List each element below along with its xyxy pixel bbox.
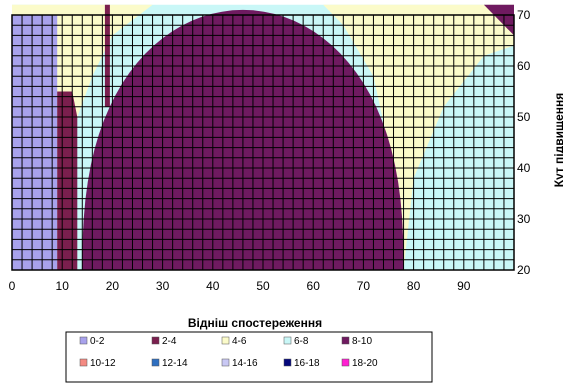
legend-swatch	[341, 336, 350, 345]
legend-swatch	[283, 336, 292, 345]
x-tick-label: 0	[9, 279, 16, 293]
y-tick-label: 60	[517, 59, 531, 73]
legend-swatch	[151, 358, 160, 367]
legend-label: 16-18	[294, 358, 320, 369]
legend-swatch	[79, 358, 88, 367]
y-tick-label: 40	[517, 161, 531, 175]
legend-box	[65, 331, 433, 383]
legend-swatch	[79, 336, 88, 345]
x-tick-label: 80	[407, 279, 421, 293]
y-axis-title: Кут підвищення	[552, 93, 563, 188]
x-tick-label: 90	[457, 279, 471, 293]
band-8-10-corner	[483, 4, 514, 36]
legend-label: 6-8	[294, 336, 309, 347]
legend-label: 14-16	[232, 358, 258, 369]
legend-label: 12-14	[162, 358, 188, 369]
legend-label: 18-20	[352, 358, 378, 369]
x-axis-ticks: 0 10 20 30 40 50 60 70 80 90	[9, 279, 471, 293]
legend: 0-2 2-4 4-6 6-8 8-10 10-12 12-14 14-16 16-18 18-2…	[65, 331, 433, 383]
y-tick-label: 70	[517, 8, 531, 22]
legend-swatch	[221, 358, 230, 367]
x-tick-label: 30	[156, 279, 170, 293]
band-0-2	[12, 15, 58, 270]
plot-area	[11, 4, 515, 271]
y-axis-ticks: 20 30 40 50 60 70	[517, 8, 531, 277]
x-tick-label: 70	[357, 279, 371, 293]
y-tick-label: 20	[517, 263, 531, 277]
x-tick-label: 50	[256, 279, 270, 293]
legend-label: 10-12	[90, 358, 116, 369]
y-tick-label: 50	[517, 110, 531, 124]
grid-lines	[11, 14, 515, 271]
plot-border	[11, 14, 515, 271]
x-tick-label: 60	[307, 279, 321, 293]
legend-label: 4-6	[232, 336, 247, 347]
x-tick-label: 20	[106, 279, 120, 293]
legend-label: 8-10	[352, 336, 372, 347]
x-axis-title: Відніш спостереження	[188, 316, 322, 330]
legend-label: 2-4	[162, 336, 177, 347]
legend-swatch	[341, 358, 350, 367]
x-tick-label: 10	[56, 279, 70, 293]
x-tick-label: 40	[206, 279, 220, 293]
legend-swatch	[221, 336, 230, 345]
band-2-4	[57, 91, 78, 270]
y-tick-label: 30	[517, 212, 531, 226]
legend-swatch	[151, 336, 160, 345]
legend-swatch	[283, 358, 292, 367]
legend-label: 0-2	[90, 336, 105, 347]
legend-items: 0-2 2-4 4-6 6-8 8-10 10-12 12-14 14-16 16-18 18-2…	[79, 336, 378, 369]
